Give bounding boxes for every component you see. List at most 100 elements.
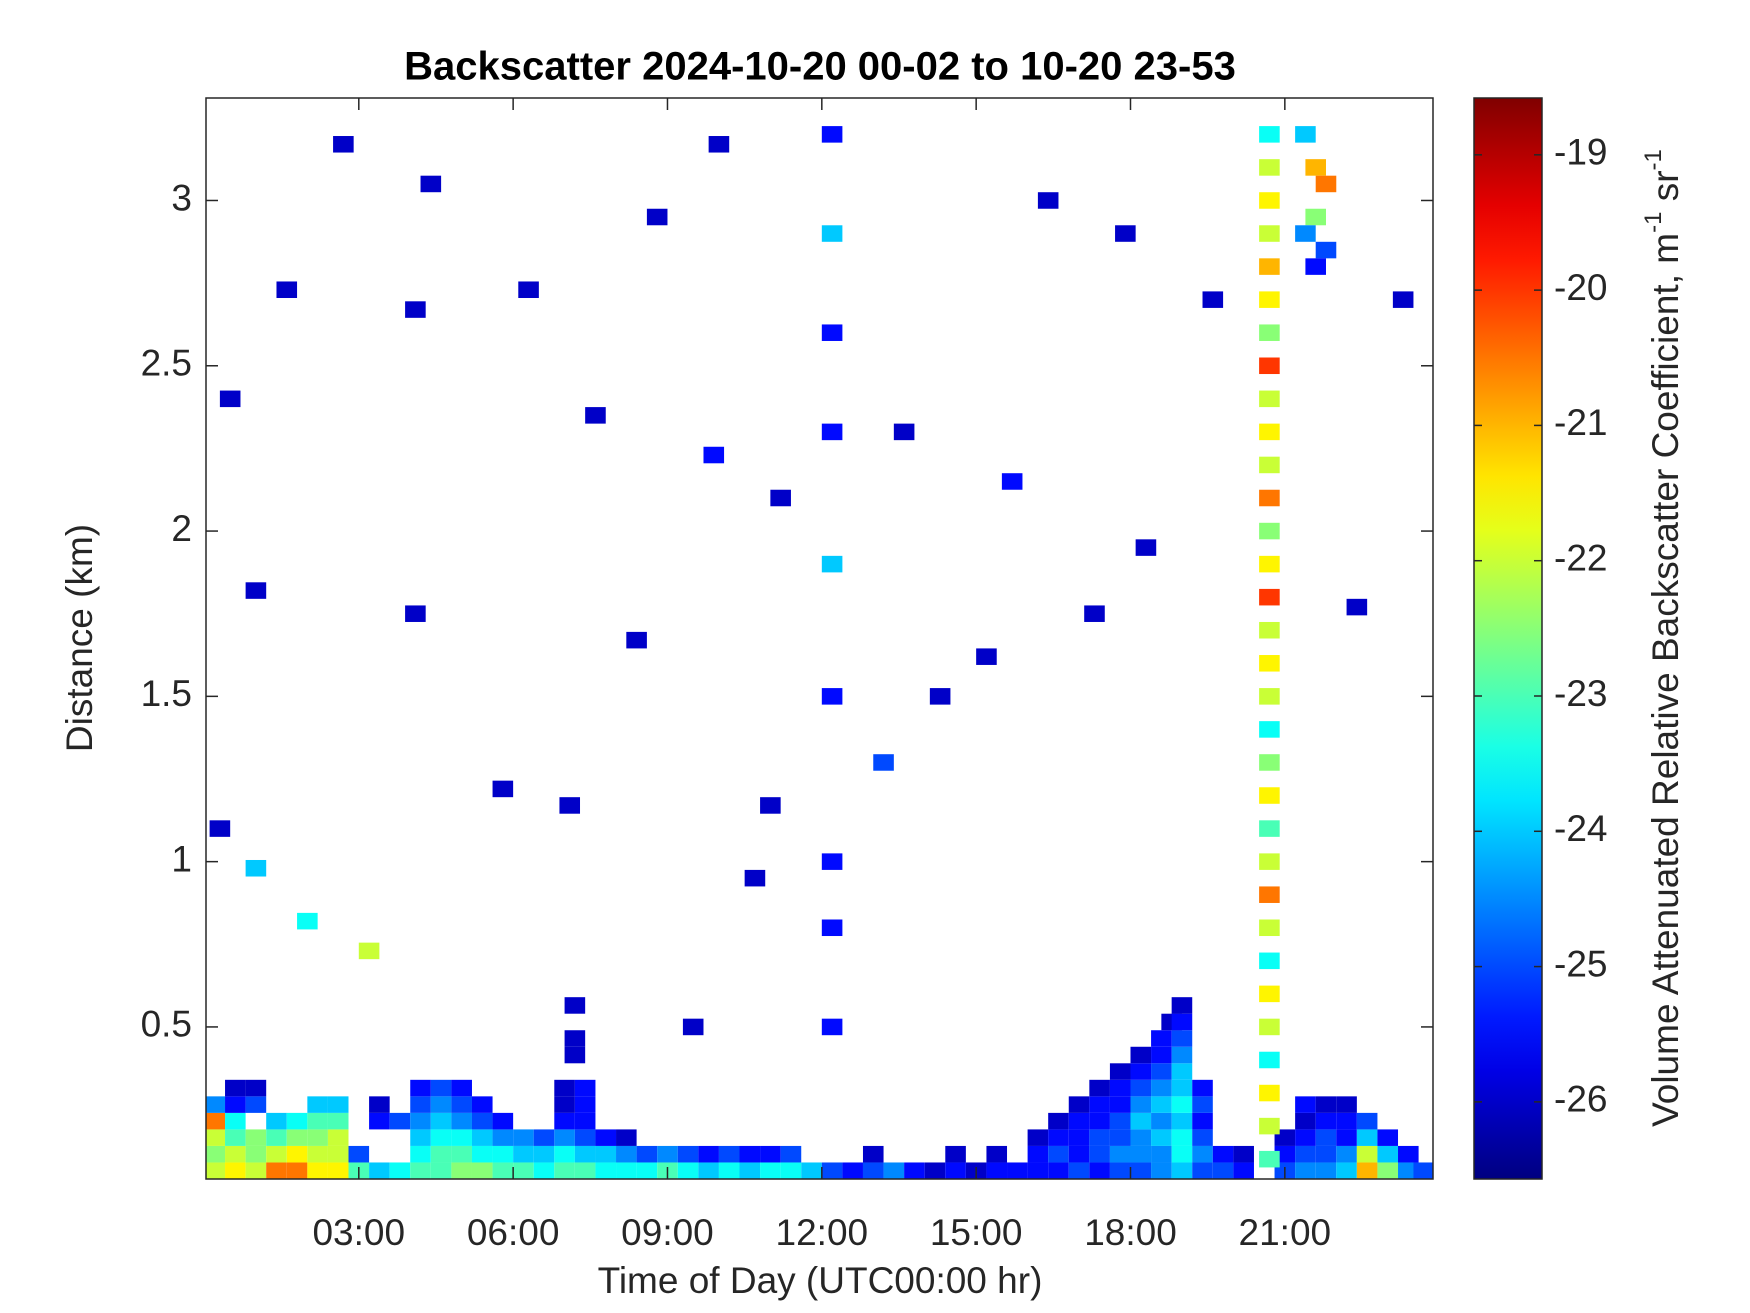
heatmap-cell (1109, 1079, 1131, 1097)
heatmap-cell (225, 1129, 246, 1146)
x-axis-label: Time of Day (UTC00:00 hr) (598, 1260, 1043, 1301)
heatmap-cell (1259, 787, 1280, 804)
colorbar-label-part: -1 (1640, 212, 1667, 233)
heatmap-cell (369, 1112, 390, 1130)
heatmap-cell (1171, 1030, 1193, 1047)
colorbar-tick-label: -19 (1554, 132, 1607, 173)
heatmap-cell (862, 1145, 884, 1163)
heatmap-cell (1398, 1145, 1419, 1163)
heatmap-cell (405, 301, 426, 318)
heatmap-cell (821, 688, 843, 705)
colorbar-label-part: Volume Attenuated Relative Backscatter C… (1645, 233, 1686, 1127)
heatmap-cell (327, 1162, 349, 1179)
heatmap-cell (1336, 1096, 1357, 1113)
heatmap-cell (451, 1096, 472, 1113)
heatmap-cell (533, 1145, 555, 1163)
heatmap-cell (369, 1096, 390, 1113)
heatmap-cell (904, 1162, 925, 1179)
heatmap-cell (518, 281, 539, 299)
heatmap-cell (760, 1162, 781, 1179)
colorbar-label-part: sr (1645, 170, 1686, 211)
heatmap-cell (1259, 126, 1280, 143)
heatmap-cell (410, 1162, 431, 1179)
heatmap-cell (1027, 1129, 1049, 1146)
heatmap-cell (1392, 291, 1414, 308)
heatmap-cell (266, 1162, 287, 1179)
heatmap-cell (206, 1145, 226, 1163)
heatmap-cell (1109, 1129, 1131, 1146)
heatmap-cell (266, 1145, 287, 1163)
heatmap-cell (1130, 1145, 1152, 1163)
heatmap-cell (1259, 820, 1280, 837)
heatmap-cell (1130, 1112, 1152, 1130)
heatmap-cell (1233, 1162, 1254, 1179)
heatmap-cell (739, 1162, 761, 1179)
heatmap-cell (1151, 1096, 1172, 1113)
heatmap-cell (1315, 1096, 1337, 1113)
heatmap-cell (410, 1145, 431, 1163)
heatmap-cell (698, 1145, 719, 1163)
heatmap-cell (1192, 1145, 1213, 1163)
heatmap-cell (420, 175, 442, 193)
heatmap-cell (564, 1030, 586, 1047)
heatmap-cell (266, 1112, 287, 1130)
heatmap-cell (1259, 655, 1280, 672)
heatmap-cell (1259, 1051, 1280, 1069)
heatmap-cell (513, 1162, 534, 1179)
heatmap-cell (1259, 489, 1280, 507)
heatmap-cell (1027, 1162, 1049, 1179)
heatmap-cell (1130, 1129, 1152, 1146)
heatmap-cell (1151, 1030, 1172, 1047)
heatmap-cell (616, 1162, 637, 1179)
heatmap-cell (1336, 1112, 1357, 1130)
heatmap-cell (1068, 1112, 1090, 1130)
heatmap-cell (1151, 1112, 1172, 1130)
heatmap-cell (1151, 1145, 1172, 1163)
heatmap-cell (760, 797, 781, 814)
heatmap-cell (1259, 853, 1280, 870)
heatmap-cell (585, 407, 606, 424)
heatmap-cell (513, 1145, 534, 1163)
heatmap-cell (1089, 1162, 1110, 1179)
heatmap-cell (471, 1129, 493, 1146)
heatmap-cell (1089, 1096, 1110, 1113)
heatmap-cell (1259, 423, 1280, 441)
heatmap-cell (1202, 291, 1224, 308)
heatmap-cell (1259, 1117, 1280, 1135)
heatmap-cell (492, 1112, 514, 1130)
y-tick-label: 2 (171, 508, 192, 549)
heatmap-cell (225, 1145, 246, 1163)
plot-frame (205, 97, 1434, 1180)
heatmap-cell (333, 136, 354, 153)
heatmap-cell (1048, 1145, 1069, 1163)
heatmap-cell (1356, 1145, 1378, 1163)
heatmap-cell (1295, 1162, 1316, 1179)
heatmap-cell (1007, 1162, 1028, 1179)
heatmap-cell (1295, 1112, 1316, 1130)
heatmap-cell (1171, 1112, 1193, 1130)
heatmap-cell (1259, 324, 1280, 341)
heatmap-cell (657, 1145, 678, 1163)
heatmap-cell (636, 1162, 658, 1179)
heatmap-cell (564, 1046, 586, 1064)
heatmap-cell (348, 1145, 370, 1163)
heatmap-cell (430, 1112, 452, 1130)
colorbar-tick-label: -26 (1554, 1079, 1607, 1120)
heatmap-cell (862, 1162, 884, 1179)
heatmap-cell (1259, 721, 1280, 738)
heatmap-cell (225, 1096, 246, 1113)
heatmap-cell (245, 1096, 267, 1113)
heatmap-cell (718, 1162, 740, 1179)
y-tick-label: 3 (171, 177, 192, 218)
heatmap-cell (286, 1162, 308, 1179)
heatmap-cell (206, 1129, 226, 1146)
heatmap-cell (1259, 555, 1280, 573)
colorbar-label-part: -1 (1640, 149, 1667, 170)
colorbar-tick-label: -25 (1554, 943, 1607, 984)
heatmap-cell (821, 919, 843, 937)
heatmap-cell (1171, 1162, 1193, 1179)
heatmap-cell (1027, 1145, 1049, 1163)
heatmap-cell (471, 1145, 493, 1163)
heatmap-cell (1259, 952, 1280, 970)
